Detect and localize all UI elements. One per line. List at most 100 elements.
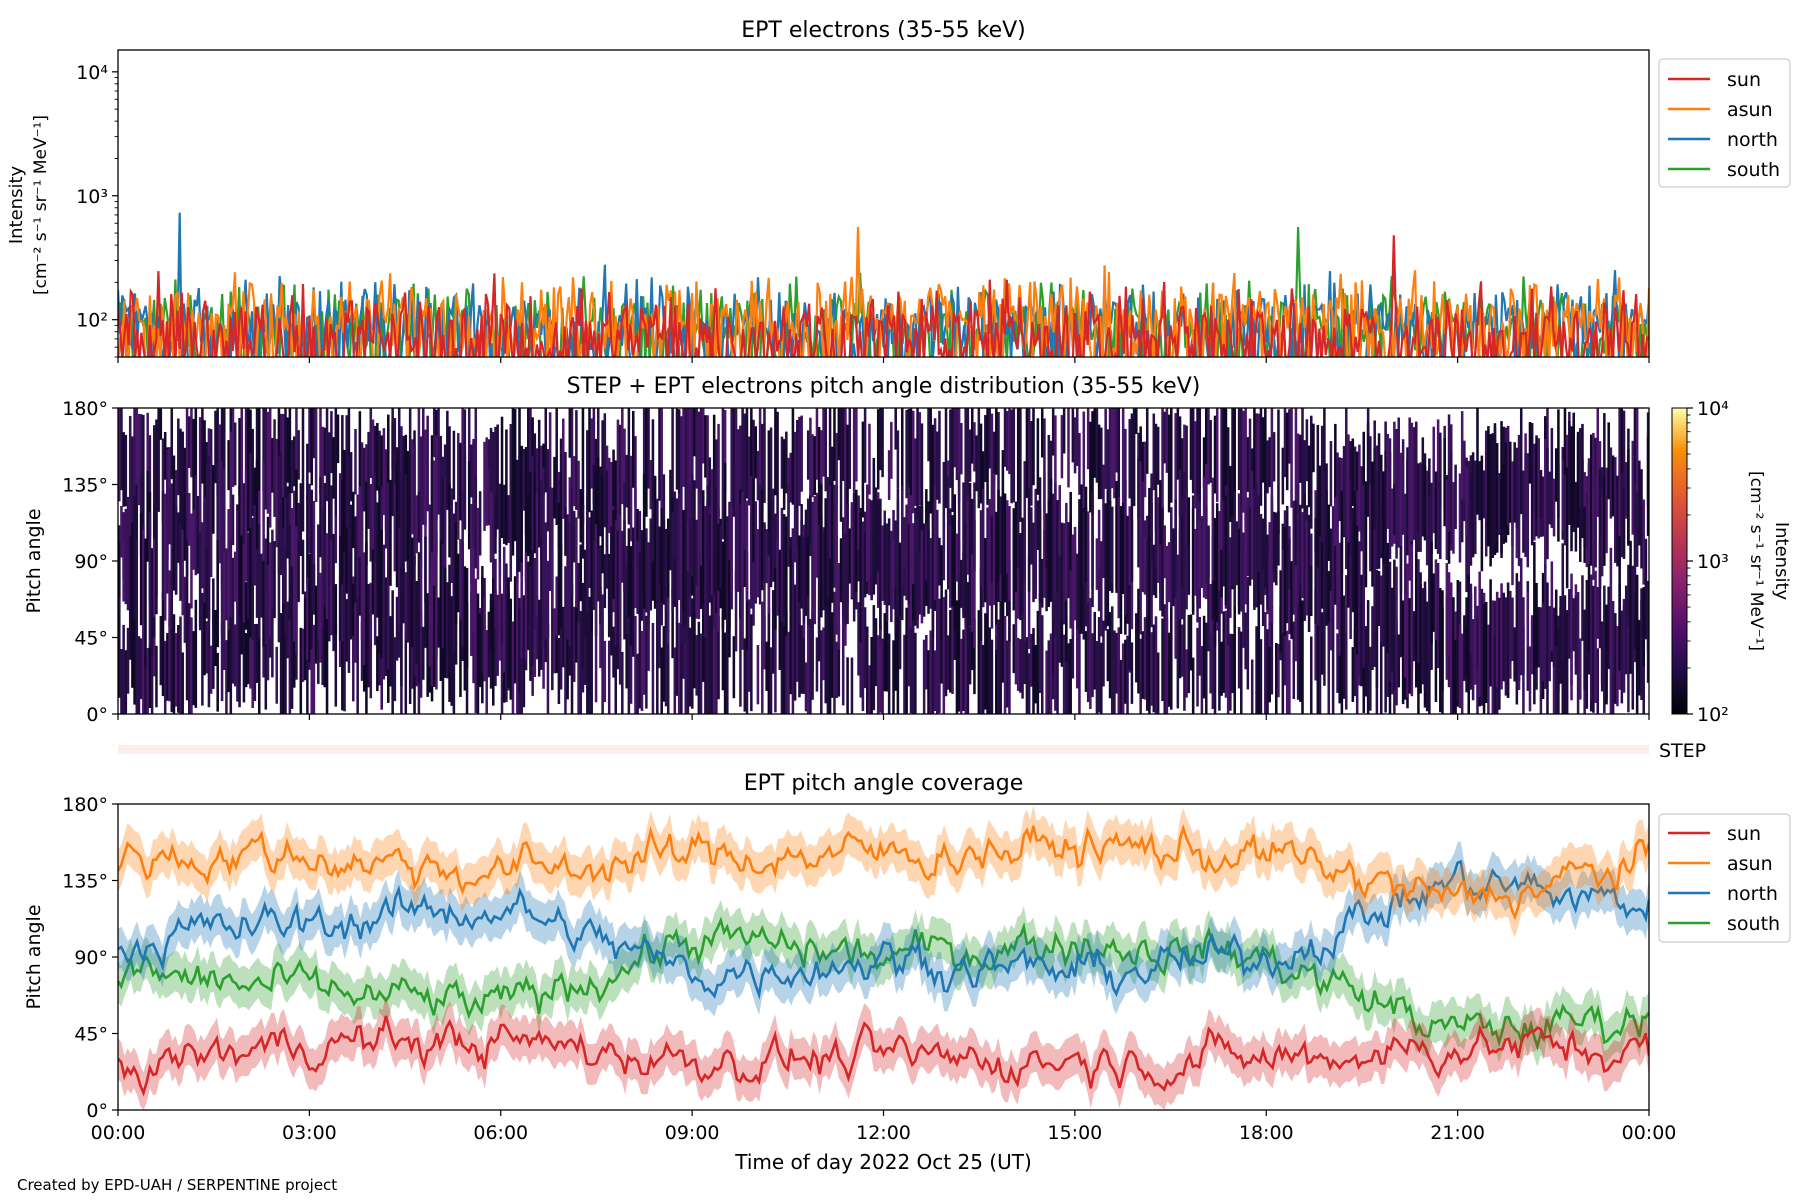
heatmap-cell	[238, 485, 241, 615]
x-tick-label: 06:00	[473, 1122, 528, 1144]
heatmap-cell	[1255, 413, 1258, 508]
heatmap-cell	[1502, 592, 1505, 682]
heatmap-cell	[1412, 427, 1416, 540]
heatmap-cell	[1264, 408, 1267, 532]
heatmap-cell	[1231, 516, 1234, 586]
heatmap-cell	[1067, 643, 1070, 714]
heatmap-cell	[498, 562, 502, 661]
heatmap-cell	[561, 418, 565, 519]
heatmap-cell	[1045, 530, 1048, 612]
heatmap-cell	[1187, 546, 1191, 595]
heatmap-cell	[785, 610, 788, 714]
heatmap-cell	[323, 534, 327, 607]
heatmap-cell	[826, 476, 830, 598]
heatmap-cell	[1003, 493, 1007, 603]
heatmap-cell	[1167, 414, 1171, 513]
heatmap-cell	[1209, 631, 1212, 694]
heatmap-cell	[457, 446, 460, 540]
heatmap-cell	[1051, 569, 1055, 674]
heatmap-cell	[973, 482, 976, 572]
heatmap-cell	[1441, 590, 1444, 691]
heatmap-cell	[1500, 583, 1503, 690]
heatmap-cell	[1526, 453, 1530, 568]
heatmap-cell	[187, 603, 191, 714]
heatmap-cell	[1154, 423, 1158, 531]
heatmap-cell	[378, 486, 381, 539]
heatmap-cell	[745, 636, 749, 714]
heatmap-cell	[894, 589, 897, 691]
heatmap-cell	[1592, 432, 1595, 545]
heatmap-cell	[1148, 613, 1151, 714]
heatmap-cell	[146, 648, 149, 714]
heatmap-cell	[1174, 413, 1177, 533]
heatmap-cell	[319, 477, 322, 558]
heatmap-cell	[1594, 474, 1597, 562]
heatmap-cell	[198, 417, 202, 537]
heatmap-cell	[190, 408, 193, 478]
y-tick-label: 180°	[62, 398, 108, 420]
heatmap-cell	[997, 412, 1000, 546]
heatmap-cell	[1528, 646, 1532, 712]
heatmap-cell	[717, 423, 720, 517]
heatmap-cell	[257, 408, 261, 509]
heatmap-cell	[890, 530, 893, 623]
heatmap-cell	[1159, 544, 1162, 611]
heatmap-cell	[575, 410, 578, 510]
heatmap-cell	[424, 429, 427, 526]
heatmap-cell	[706, 499, 709, 622]
heatmap-cell	[432, 460, 436, 593]
heatmap-cell	[704, 506, 707, 638]
y-tick-label: 90°	[74, 551, 108, 573]
heatmap-cell	[1069, 491, 1072, 571]
heatmap-cell	[174, 505, 178, 594]
heatmap-cell	[599, 466, 602, 537]
heatmap-cell	[1506, 425, 1510, 527]
heatmap-cell	[1349, 554, 1352, 639]
heatmap-cell	[706, 598, 709, 714]
heatmap-cell	[1449, 605, 1453, 704]
heatmap-cell	[1124, 480, 1127, 615]
heatmap-cell	[542, 546, 545, 647]
heatmap-cell	[767, 606, 771, 714]
heatmap-cell	[1178, 529, 1182, 620]
heatmap-cell	[507, 495, 510, 543]
heatmap-cell	[938, 410, 941, 504]
heatmap-cell	[321, 426, 324, 561]
heatmap-cell	[367, 456, 370, 529]
heatmap-cell	[586, 589, 589, 714]
heatmap-cell	[529, 565, 532, 664]
heatmap-cell	[1145, 540, 1149, 598]
heatmap-cell	[463, 566, 467, 691]
heatmap-cell	[546, 624, 550, 714]
heatmap-cell	[371, 468, 375, 600]
heatmap-cell	[645, 615, 648, 709]
heatmap-cell	[754, 426, 757, 479]
heatmap-cell	[1137, 458, 1140, 568]
heatmap-cell	[1259, 639, 1263, 714]
heatmap-cell	[286, 417, 289, 483]
heatmap-cell	[1244, 510, 1247, 605]
heatmap-cell	[1183, 471, 1186, 588]
heatmap-cell	[1467, 603, 1471, 714]
heatmap-cell	[741, 492, 744, 585]
heatmap-cell	[1369, 646, 1372, 711]
heatmap-cell	[441, 478, 445, 546]
heatmap-cell	[1106, 490, 1110, 627]
heatmap-cell	[422, 408, 425, 525]
heatmap-cell	[286, 486, 289, 559]
heatmap-cell	[588, 596, 591, 714]
heatmap-cell	[1323, 595, 1326, 686]
heatmap-cell	[1189, 614, 1193, 671]
heatmap-cell	[1108, 612, 1112, 699]
heatmap-cell	[1371, 461, 1374, 587]
heatmap-cell	[791, 580, 795, 714]
heatmap-cell	[133, 495, 136, 559]
heatmap-cell	[1264, 493, 1267, 588]
heatmap-cell	[925, 635, 928, 690]
heatmap-cell	[1067, 522, 1070, 599]
heatmap-cell	[518, 606, 521, 694]
heatmap-cell	[135, 484, 139, 561]
heatmap-cell	[599, 586, 602, 668]
coverage-line-south	[118, 916, 1649, 1052]
heatmap-cell	[586, 430, 589, 523]
